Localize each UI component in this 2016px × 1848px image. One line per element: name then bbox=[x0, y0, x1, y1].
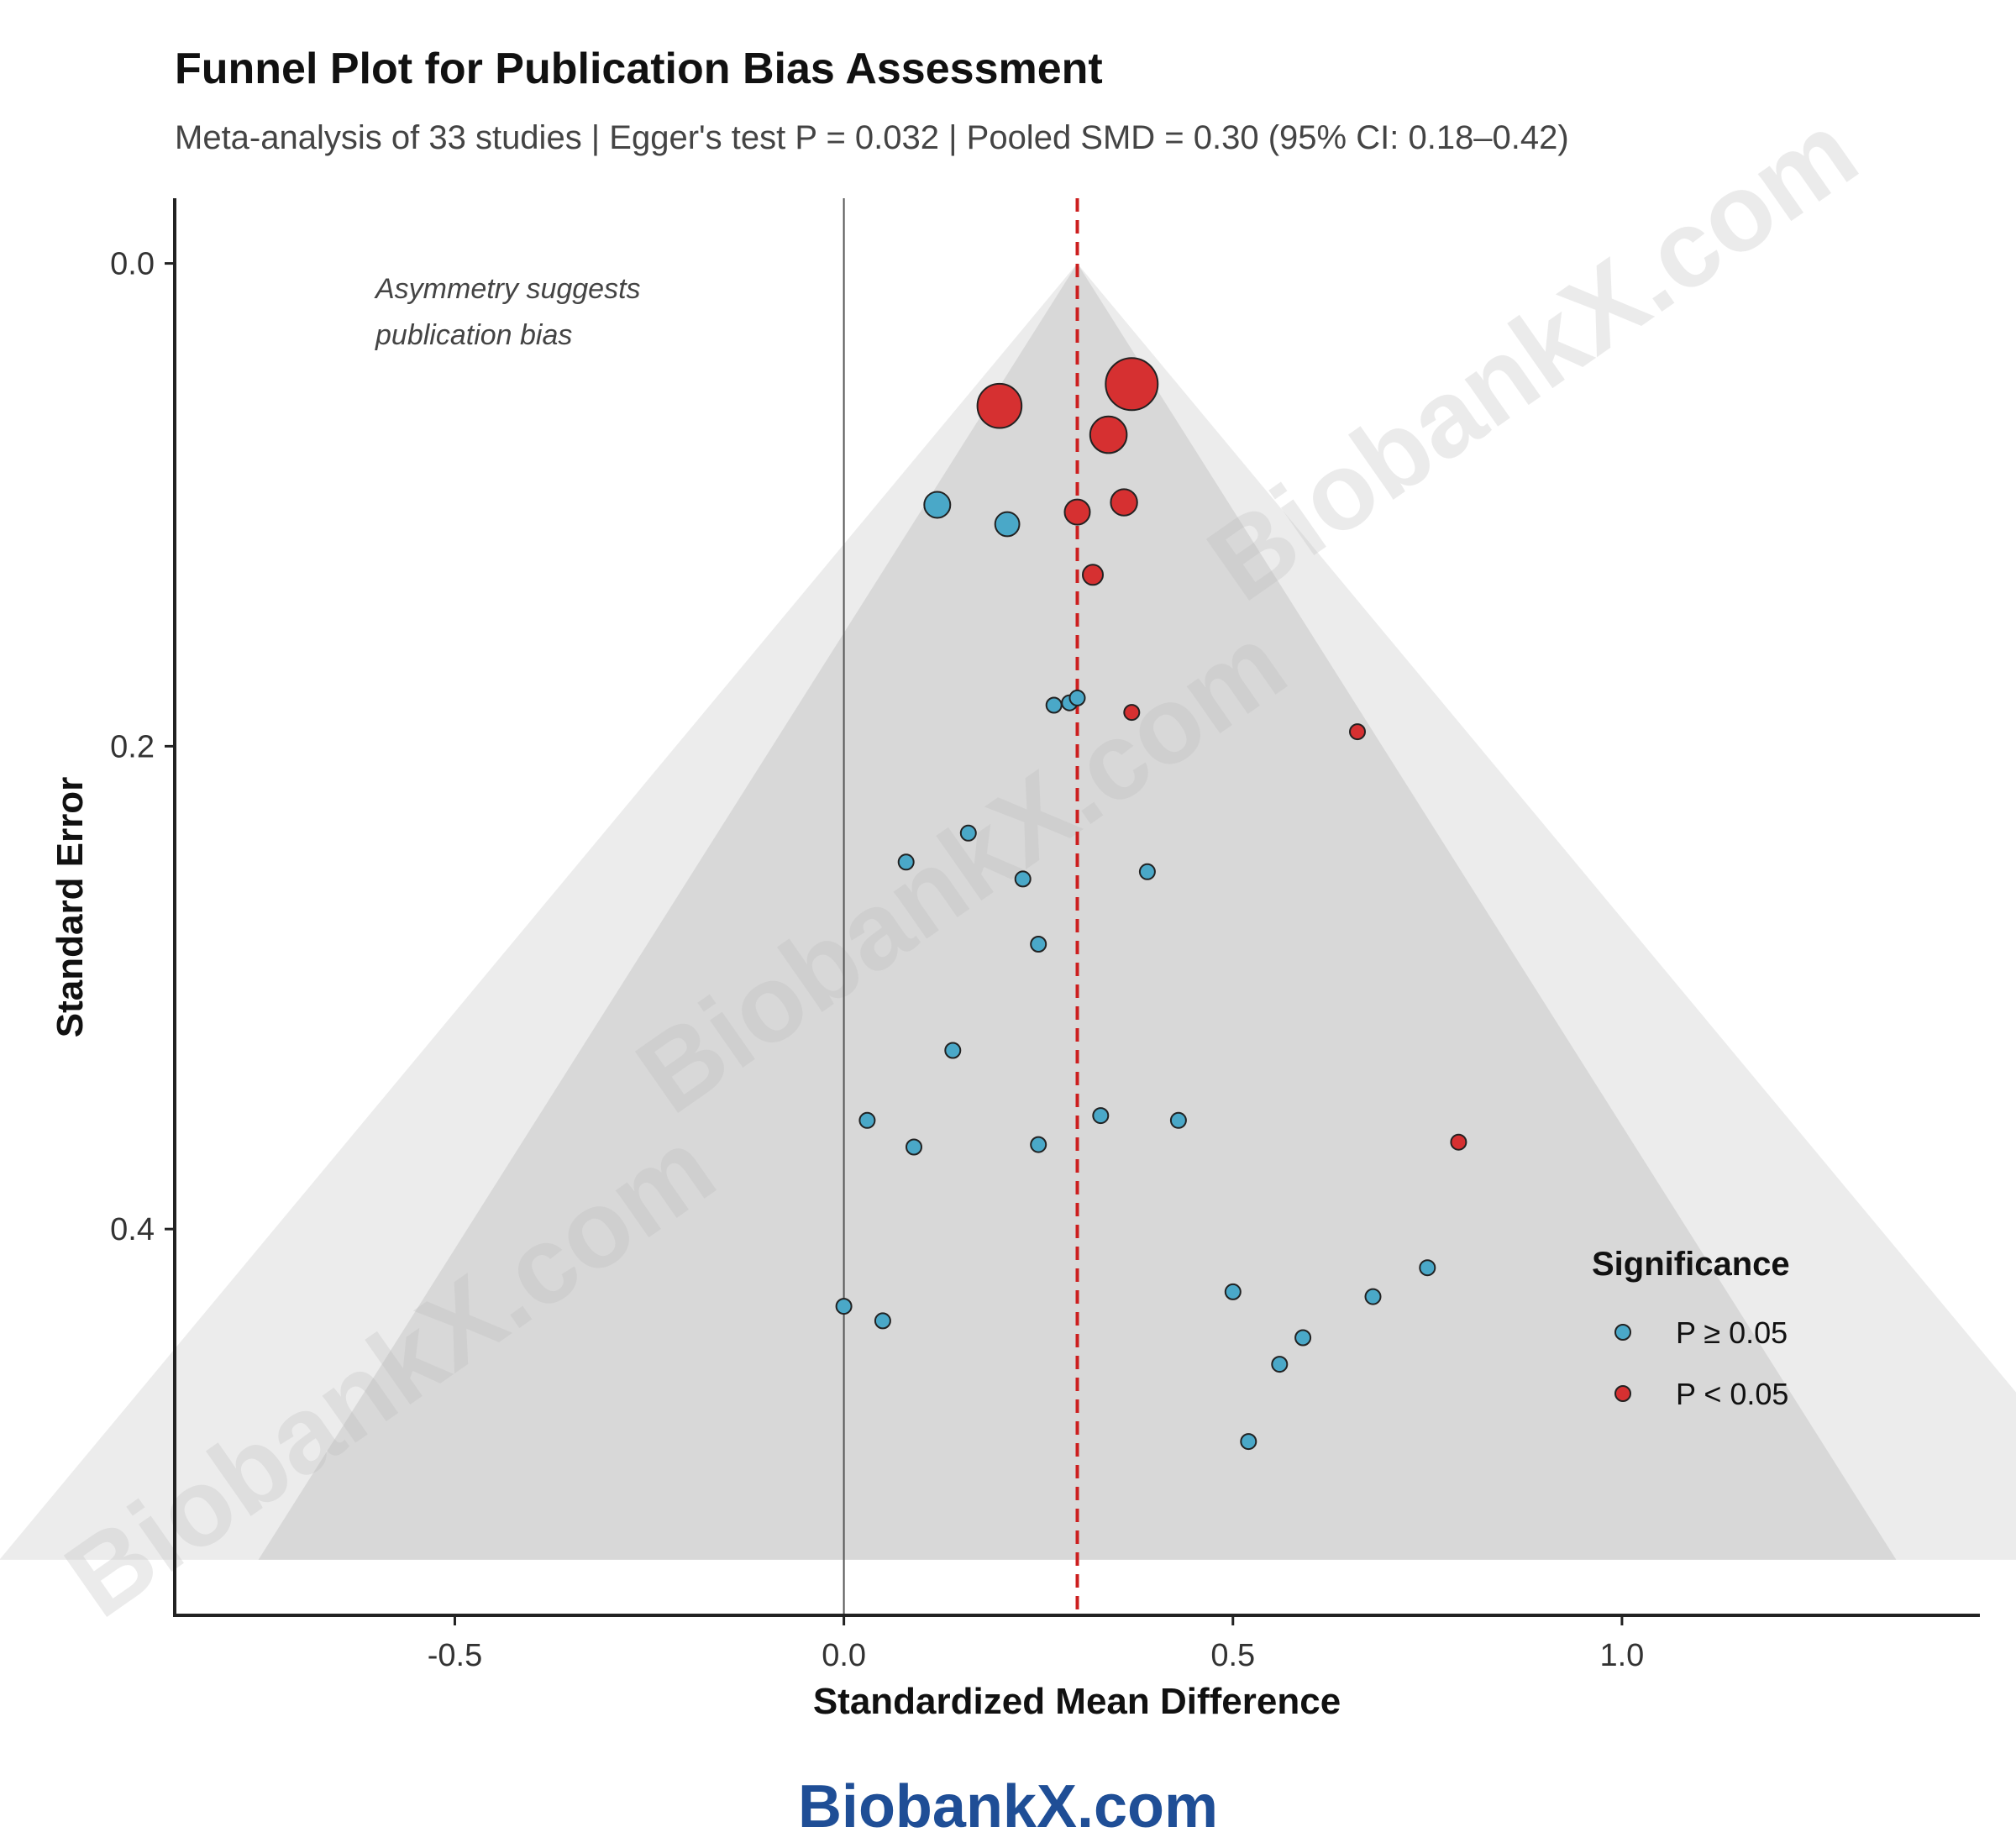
study-point-29 bbox=[835, 1298, 853, 1315]
study-point-13 bbox=[1349, 723, 1366, 741]
x-tick-label: -0.5 bbox=[428, 1638, 482, 1673]
study-point-4 bbox=[923, 491, 952, 519]
legend-title: Significance bbox=[1592, 1246, 1790, 1283]
watermark-1: BiobankX.com bbox=[1186, 88, 1877, 624]
study-point-25 bbox=[1450, 1133, 1467, 1151]
study-point-23 bbox=[906, 1138, 922, 1156]
study-point-31 bbox=[1294, 1329, 1312, 1347]
x-ticks: -0.5 0.0 0.5 1.0 bbox=[428, 1615, 1644, 1673]
chart-title: Funnel Plot for Publication Bias Assessm… bbox=[175, 45, 1103, 93]
legend-label-sig: P < 0.05 bbox=[1676, 1377, 1788, 1411]
y-axis-title: Standard Error bbox=[50, 777, 91, 1038]
legend-swatch-nonsig bbox=[1614, 1324, 1631, 1341]
legend-label-nonsig: P ≥ 0.05 bbox=[1676, 1315, 1788, 1350]
study-point-18 bbox=[1030, 936, 1047, 953]
study-point-26 bbox=[1419, 1259, 1436, 1277]
study-point-9 bbox=[1045, 696, 1063, 714]
funnel-inner-region bbox=[258, 263, 1897, 1560]
annotation-line-1: Asymmetry suggests bbox=[374, 273, 641, 305]
x-tick-label: 0.0 bbox=[822, 1638, 866, 1673]
study-point-15 bbox=[897, 853, 915, 871]
study-point-7 bbox=[994, 511, 1021, 538]
study-point-5 bbox=[1110, 488, 1138, 517]
study-point-17 bbox=[1138, 863, 1156, 880]
y-tick-label: 0.2 bbox=[110, 729, 155, 764]
study-point-30 bbox=[874, 1312, 891, 1330]
study-point-11 bbox=[1068, 689, 1086, 706]
study-point-27 bbox=[1224, 1283, 1242, 1300]
study-point-1 bbox=[1105, 357, 1159, 412]
legend: Significance P ≥ 0.05 P < 0.05 bbox=[1592, 1246, 1790, 1411]
study-point-28 bbox=[1364, 1288, 1382, 1305]
study-point-20 bbox=[858, 1111, 876, 1129]
study-point-12 bbox=[1123, 704, 1141, 722]
study-point-32 bbox=[1271, 1356, 1289, 1373]
y-ticks: 0.0 0.2 0.4 bbox=[110, 247, 175, 1247]
study-point-3 bbox=[1089, 415, 1128, 454]
study-point-8 bbox=[1082, 564, 1104, 586]
study-point-2 bbox=[976, 382, 1023, 429]
legend-swatch-sig bbox=[1614, 1385, 1631, 1402]
study-point-14 bbox=[959, 824, 977, 842]
study-point-19 bbox=[944, 1042, 962, 1059]
x-axis-title: Standardized Mean Difference bbox=[813, 1681, 1341, 1722]
study-point-16 bbox=[1014, 870, 1032, 888]
footer-brand: BiobankX.com bbox=[797, 1773, 1219, 1840]
x-tick-label: 1.0 bbox=[1599, 1638, 1644, 1673]
y-tick-label: 0.4 bbox=[110, 1212, 155, 1247]
x-tick-label: 0.5 bbox=[1210, 1638, 1255, 1673]
study-point-24 bbox=[1030, 1136, 1047, 1153]
annotation-line-2: publication bias bbox=[375, 319, 572, 351]
study-point-22 bbox=[1169, 1111, 1187, 1129]
y-tick-label: 0.0 bbox=[110, 247, 155, 282]
study-point-21 bbox=[1092, 1107, 1110, 1125]
data-points bbox=[835, 357, 1467, 1451]
study-point-33 bbox=[1240, 1433, 1257, 1451]
study-point-6 bbox=[1063, 498, 1091, 526]
chart-subtitle: Meta-analysis of 33 studies | Egger's te… bbox=[175, 119, 1569, 156]
